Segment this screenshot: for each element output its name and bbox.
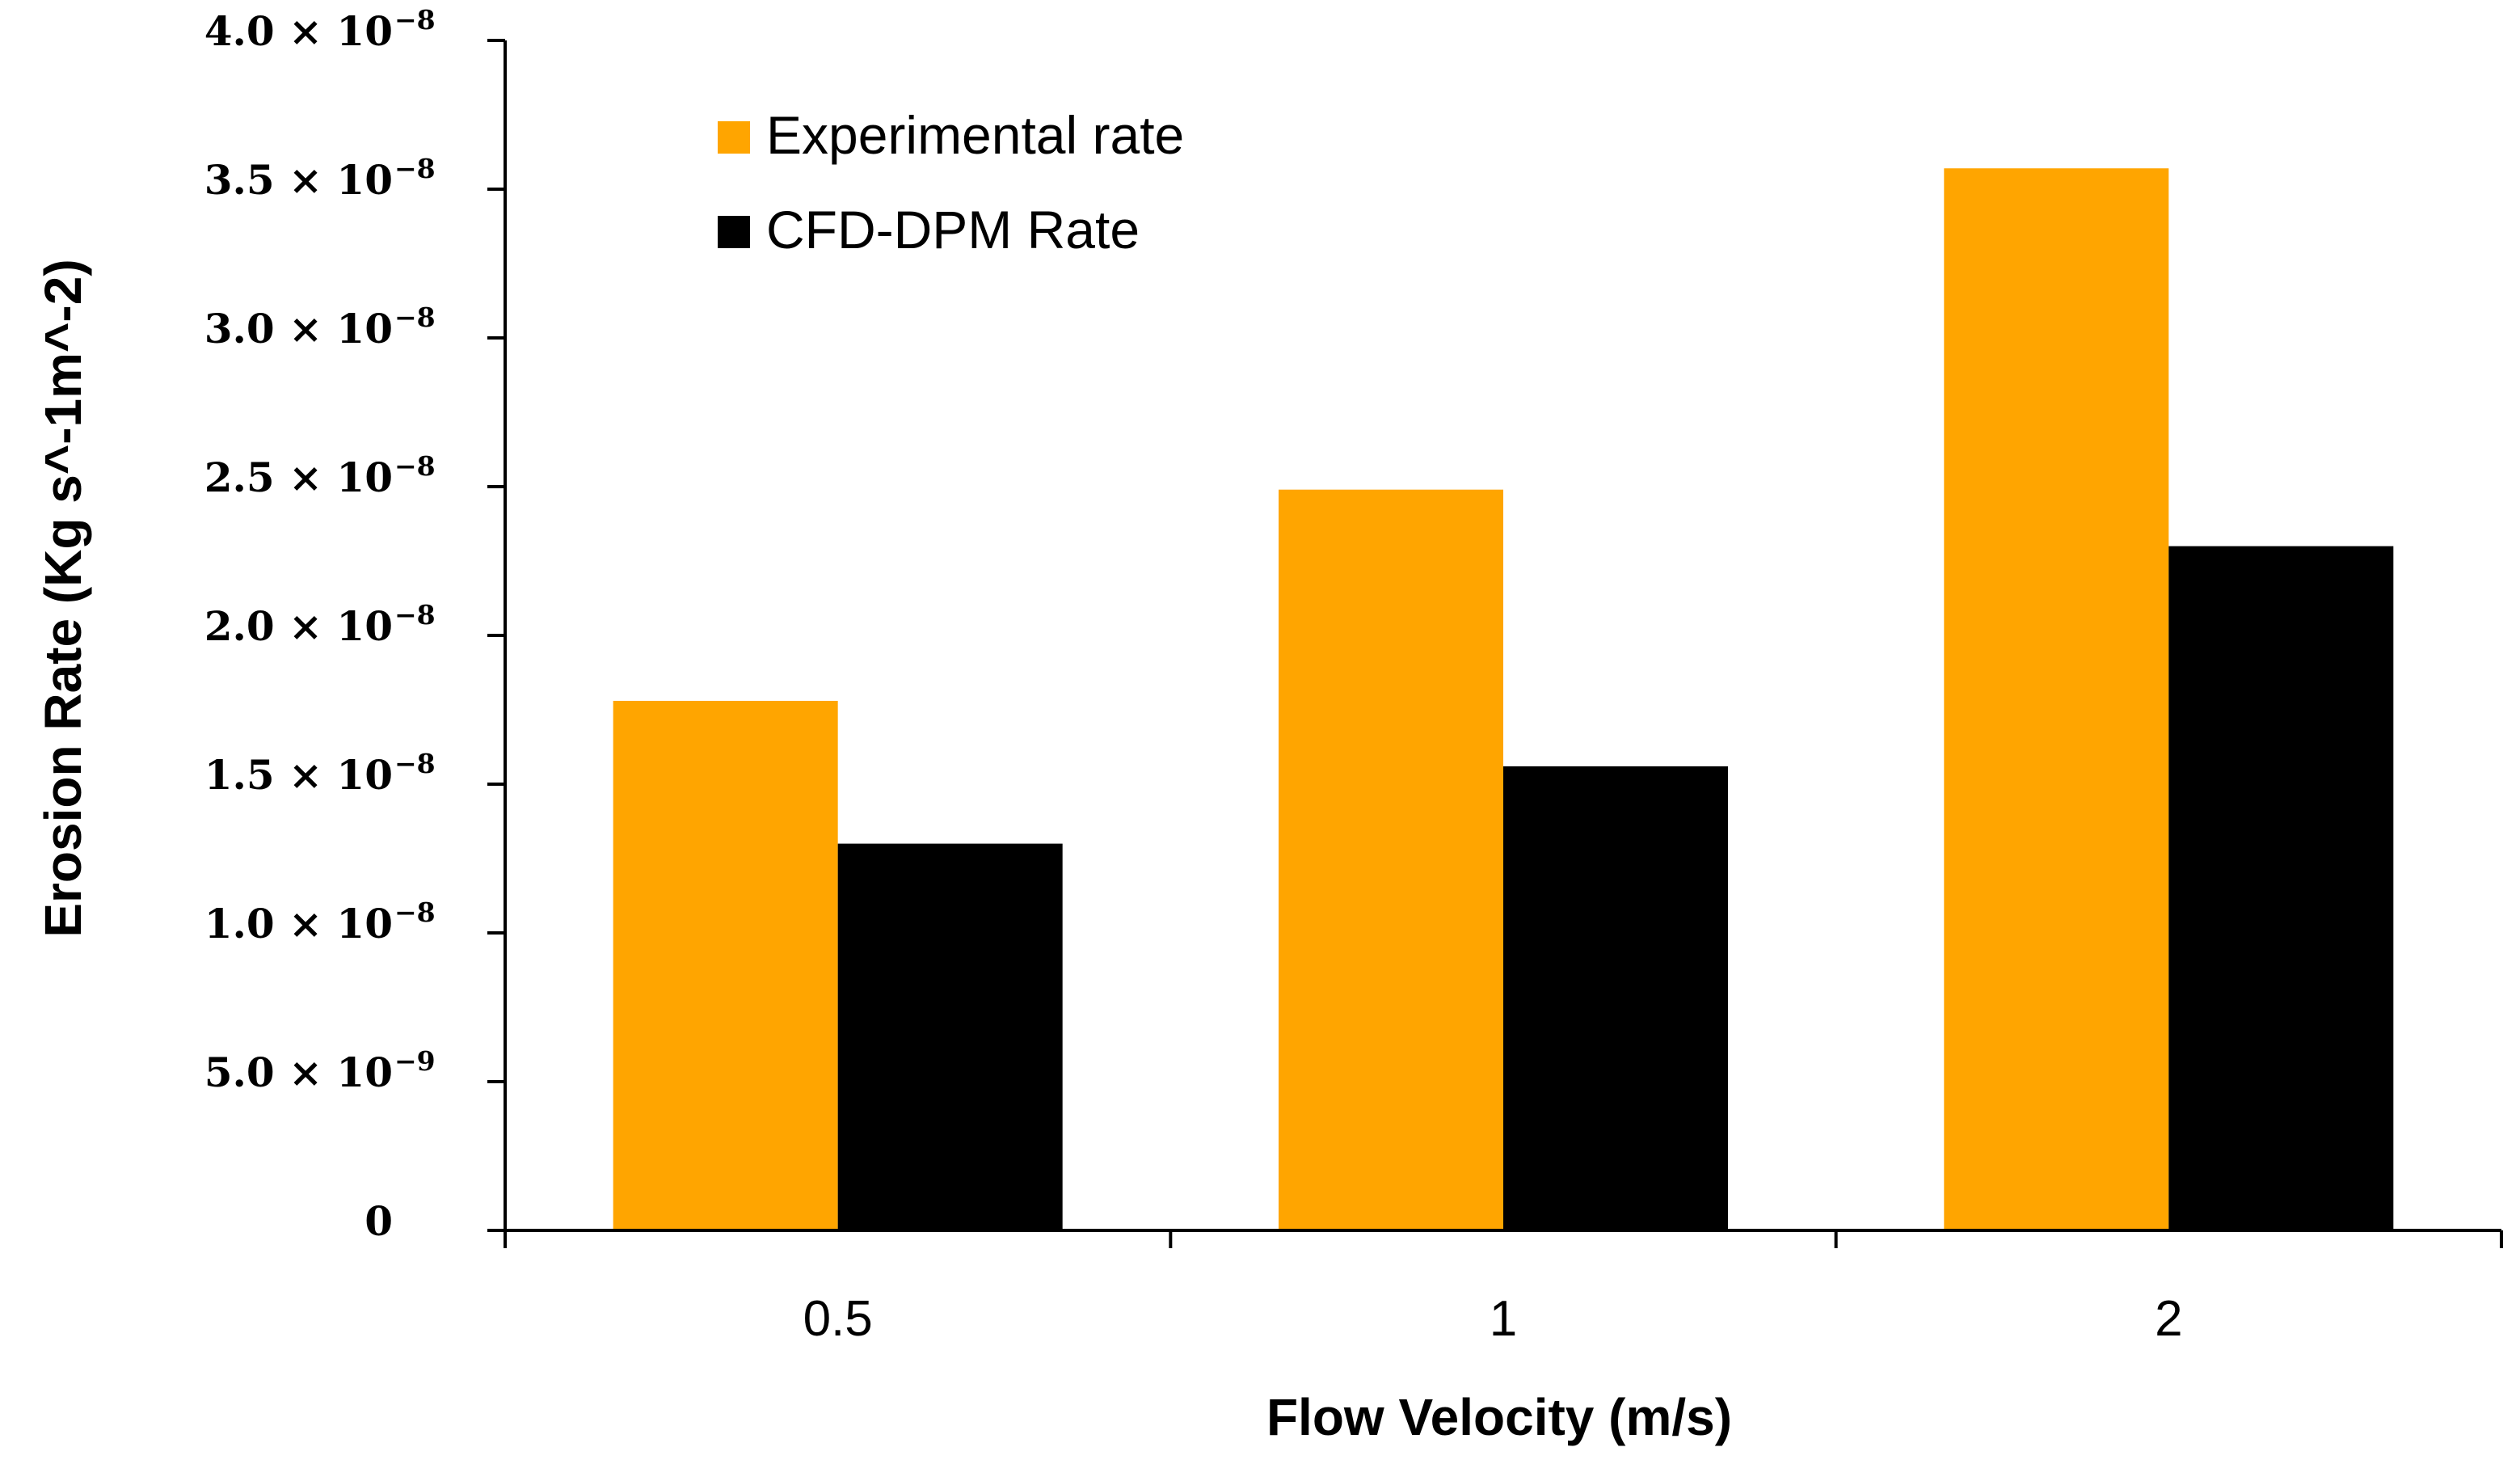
y-tick-exponent: −8: [394, 302, 436, 333]
x-tick-label: 1: [1490, 1291, 1517, 1347]
y-tick-label: 3.0 × 10: [204, 305, 393, 352]
bar-experimental-1: [1279, 489, 1503, 1230]
bar-cfd-dpm-0.5: [837, 843, 1063, 1230]
x-tick-label: 0.5: [803, 1291, 873, 1347]
y-tick-exponent: −8: [394, 153, 436, 184]
y-tick-label: 2.5 × 10: [204, 454, 393, 501]
y-tick-exponent: −8: [394, 748, 436, 779]
legend: Experimental rate CFD-DPM Rate: [718, 105, 1184, 259]
y-tick-exponent: −8: [394, 4, 436, 36]
y-tick-label: 5.0 × 10: [204, 1049, 393, 1096]
y-ticks-group: 05.0 × 10 −91.0 × 10 −81.5 × 10 −82.0 × 10−…: [204, 4, 505, 1245]
x-tick-label: 2: [2155, 1291, 2182, 1347]
bar-experimental-0.5: [613, 700, 838, 1230]
y-tick-label: 1.0 × 10: [204, 900, 393, 947]
y-tick-label: 2.0 × 10: [204, 602, 393, 650]
legend-label: Experimental rate: [766, 105, 1184, 165]
legend-swatch: [718, 121, 750, 154]
y-tick-label: 1.5 × 10: [204, 751, 393, 799]
legend-label: CFD-DPM Rate: [766, 200, 1140, 259]
bar-cfd-dpm-1: [1503, 766, 1728, 1230]
y-tick-label: 4.0 × 10: [204, 7, 393, 55]
y-tick-label: 3.5 × 10: [204, 156, 393, 204]
y-tick-exponent: −8: [394, 450, 436, 482]
y-tick-exponent: −9: [394, 1045, 436, 1077]
bar-experimental-2: [1944, 168, 2169, 1231]
y-axis-label: Erosion Rate (Kg s^-1m^-2): [34, 259, 92, 937]
bars-group: [613, 168, 2394, 1231]
y-tick-exponent: −8: [394, 897, 436, 928]
x-ticks-group: 0.5 1 2: [504, 1230, 2503, 1347]
legend-swatch: [718, 216, 750, 248]
y-tick-exponent: −8: [394, 599, 436, 631]
bar-cfd-dpm-2: [2168, 546, 2394, 1230]
y-tick-label: 0: [365, 1197, 393, 1245]
x-axis-label: Flow Velocity (m/s): [1266, 1388, 1732, 1446]
